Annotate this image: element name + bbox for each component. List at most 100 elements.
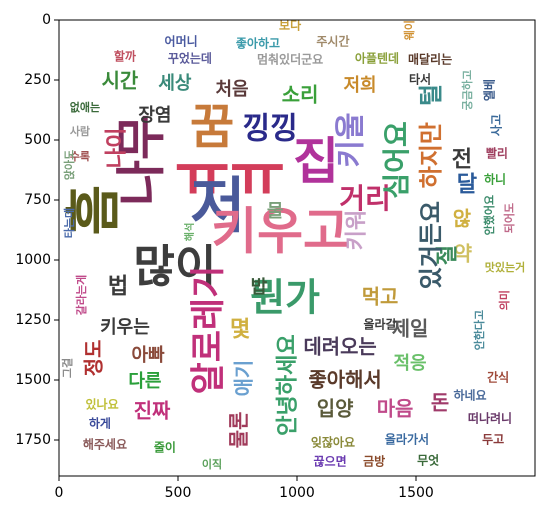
word: 빨리 bbox=[486, 145, 508, 160]
word: 낑낑 bbox=[243, 111, 298, 146]
word: 매달리는 bbox=[408, 52, 452, 67]
word: 궁금하고 bbox=[460, 70, 474, 110]
word: 심어요 bbox=[380, 121, 413, 199]
word: 있거든요 bbox=[417, 201, 445, 289]
word: 줄이 bbox=[154, 439, 176, 454]
word: 키우고 bbox=[211, 203, 349, 261]
word: 키우는 bbox=[100, 317, 150, 338]
word: 많이 bbox=[133, 240, 216, 293]
word: 저희 bbox=[344, 75, 377, 96]
word: ㅠㅠ bbox=[175, 142, 285, 212]
word: 아빠 bbox=[131, 345, 165, 366]
word: 전 bbox=[452, 146, 472, 172]
word: 잊잖아요 bbox=[311, 435, 355, 450]
word: 타서 bbox=[409, 72, 431, 87]
word: 끊으면 bbox=[314, 454, 347, 469]
word: 하네요 bbox=[453, 388, 486, 403]
word: 밥 bbox=[251, 277, 268, 298]
word: 없애는 bbox=[70, 100, 100, 114]
word: 해주세요 bbox=[83, 437, 127, 452]
word: 해석 bbox=[183, 223, 196, 242]
word: 맛있는거 bbox=[485, 260, 525, 274]
word: 거리 bbox=[339, 182, 391, 215]
word: 두고 bbox=[482, 433, 504, 447]
word: 사람 bbox=[70, 124, 90, 138]
word: 입양 bbox=[317, 398, 354, 421]
x-tick-label: 0 bbox=[55, 485, 64, 501]
word: 달 bbox=[457, 172, 477, 198]
word: 않 bbox=[453, 207, 471, 230]
word: 타는데 bbox=[62, 208, 76, 238]
word: 털 bbox=[417, 84, 445, 106]
y-tick-label: 1750 bbox=[15, 432, 51, 448]
word: 할까 bbox=[114, 48, 136, 63]
x-tick-label: 500 bbox=[165, 485, 192, 501]
word: 아플텐데 bbox=[355, 51, 399, 66]
word: 애기 bbox=[233, 360, 256, 397]
word: 꿈 bbox=[190, 99, 234, 155]
word: 적응 bbox=[393, 353, 426, 374]
word: 먹고 bbox=[362, 285, 399, 308]
word: 키워 bbox=[343, 210, 369, 251]
word: 되어도 bbox=[502, 203, 516, 233]
word: 꾸었는데 bbox=[168, 52, 212, 66]
word: 어머니 bbox=[165, 34, 198, 49]
word: 집 bbox=[293, 132, 339, 190]
word: 나무 bbox=[112, 114, 170, 206]
word: 올라가서 bbox=[385, 432, 429, 447]
word: 데려오는 bbox=[303, 336, 376, 359]
y-tick-label: 250 bbox=[24, 72, 51, 88]
word: 안한다고 bbox=[472, 310, 486, 350]
word: 안했어요 bbox=[482, 195, 496, 235]
word: 다른 bbox=[128, 371, 161, 392]
word: 간식 bbox=[487, 370, 509, 385]
word: 몇 bbox=[230, 317, 250, 343]
word: 갈라는게 bbox=[74, 275, 88, 315]
word: 무엇 bbox=[417, 453, 439, 468]
word: 나이 bbox=[104, 128, 130, 169]
word: 소리 bbox=[282, 84, 319, 107]
y-tick-label: 1250 bbox=[15, 312, 51, 328]
y-tick-label: 1500 bbox=[15, 372, 51, 388]
word: 정도 bbox=[82, 340, 105, 377]
word: 좋아하고 bbox=[236, 36, 280, 51]
word: 올라갈 bbox=[363, 317, 396, 332]
word: 법 bbox=[108, 274, 128, 300]
word: 알로레기 bbox=[189, 266, 229, 395]
word: 사고 bbox=[488, 114, 503, 136]
word: 돈 bbox=[431, 392, 449, 415]
word: 흠 bbox=[62, 185, 126, 236]
word: 웨이 bbox=[402, 20, 416, 40]
word: 물론 bbox=[228, 412, 251, 449]
word: 제일 bbox=[392, 318, 429, 341]
word: 약 bbox=[454, 242, 472, 265]
y-tick-label: 1000 bbox=[15, 252, 51, 268]
word: 시간 bbox=[102, 69, 139, 92]
word: 금방 bbox=[363, 454, 385, 469]
x-tick-label: 1000 bbox=[279, 485, 315, 501]
word: 있나요 bbox=[86, 396, 119, 411]
word: 앉아도 bbox=[62, 150, 76, 180]
word: 떠나려니 bbox=[468, 411, 512, 426]
word: 그걸 bbox=[61, 358, 74, 378]
word: 안녕하세요 bbox=[274, 334, 300, 436]
word: 수록 bbox=[70, 150, 90, 163]
word: 이직 bbox=[202, 457, 222, 471]
word: 의미 bbox=[497, 290, 511, 310]
word: 저 bbox=[190, 172, 245, 242]
word: 뭔가 bbox=[250, 276, 320, 320]
word: 처음 bbox=[215, 79, 248, 100]
word: 키울 bbox=[333, 112, 368, 167]
word: 엘베 bbox=[482, 79, 497, 101]
word: 마음 bbox=[377, 398, 414, 421]
word: 하지만 bbox=[417, 122, 445, 188]
word: 보다 bbox=[279, 18, 301, 33]
word: 장염 bbox=[138, 105, 171, 126]
word: 물 bbox=[267, 201, 284, 222]
x-tick-label: 1500 bbox=[398, 485, 434, 501]
word: 멈춰있더군요 bbox=[257, 52, 323, 67]
word: 진짜 bbox=[134, 399, 171, 422]
word: 하게 bbox=[89, 415, 111, 430]
y-tick-label: 500 bbox=[24, 132, 51, 148]
